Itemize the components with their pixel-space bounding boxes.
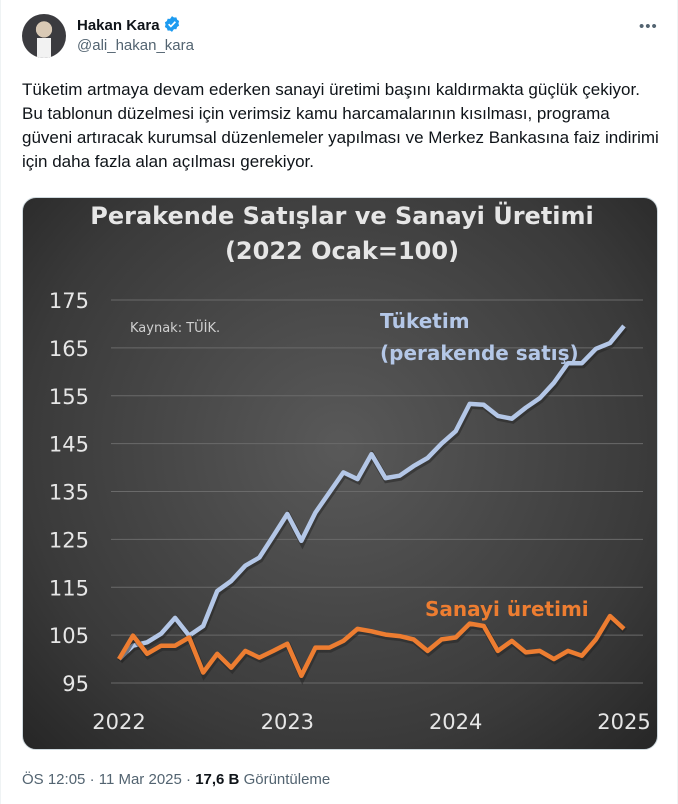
x-tick-label: 2023 [261, 710, 314, 734]
more-options-icon[interactable]: ••• [639, 18, 658, 35]
series-line-sanayi [117, 613, 626, 679]
x-tick-label: 2025 [597, 710, 650, 734]
series-label-tuketim-sub: (perakende satış) [380, 341, 579, 365]
view-count: 17,6 B [195, 771, 240, 788]
x-tick-label: 2024 [429, 710, 482, 734]
chart-source: Kaynak: TÜİK. [130, 319, 220, 336]
tweet-text: Tüketim artmaya devam ederken sanayi üre… [22, 80, 659, 171]
y-tick-label: 175 [49, 289, 89, 313]
y-tick-label: 135 [49, 481, 89, 505]
x-tick-label: 2022 [92, 710, 145, 734]
tweet-meta: ÖS 12:05 · 11 Mar 2025 · 17,6 B Görüntül… [22, 771, 331, 788]
tweet-image-chart[interactable]: Perakende Satışlar ve Sanayi Üretimi (20… [22, 197, 658, 750]
y-tick-label: 95 [62, 672, 89, 696]
tweet-time[interactable]: ÖS 12:05 [22, 771, 86, 788]
author-name[interactable]: Hakan Kara [77, 15, 181, 34]
author-handle[interactable]: @ali_hakan_kara [77, 37, 194, 54]
tweet-date[interactable]: 11 Mar 2025 [98, 771, 182, 788]
series-shadow [117, 613, 628, 685]
chart-title: Perakende Satışlar ve Sanayi Üretimi [90, 200, 594, 230]
verified-badge-icon [164, 16, 179, 32]
series-label-tuketim: Tüketim [380, 309, 470, 333]
y-tick-label: 155 [49, 385, 89, 409]
chart-subtitle: (2022 Ocak=100) [225, 237, 459, 265]
avatar[interactable] [22, 14, 66, 58]
y-tick-label: 105 [49, 624, 89, 648]
y-tick-label: 115 [49, 576, 89, 600]
chart: Perakende Satışlar ve Sanayi Üretimi (20… [49, 200, 651, 734]
y-tick-label: 125 [49, 528, 89, 552]
series-line-tuketim [117, 324, 626, 661]
y-tick-label: 165 [49, 337, 89, 361]
series-label-sanayi: Sanayi üretimi [425, 597, 589, 621]
views-label: Görüntüleme [243, 771, 331, 788]
y-tick-label: 145 [49, 433, 89, 457]
